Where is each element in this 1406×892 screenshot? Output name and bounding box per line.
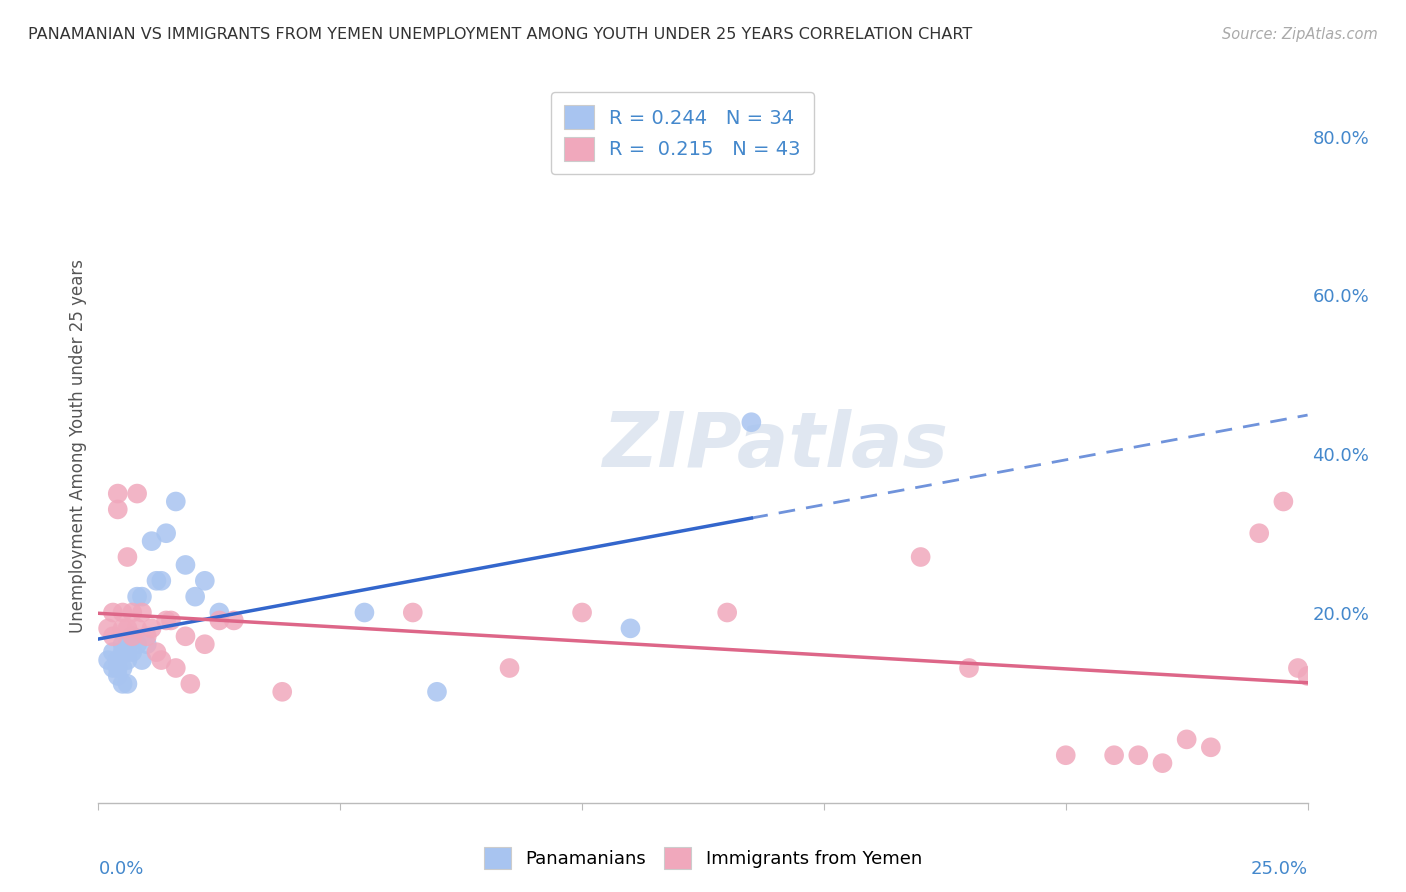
Point [353, 606, 375, 620]
Point [117, 549, 139, 564]
Point [155, 526, 177, 541]
Point [117, 677, 139, 691]
Point [150, 574, 173, 588]
Legend: Panamanians, Immigrants from Yemen: Panamanians, Immigrants from Yemen [475, 838, 931, 879]
Point [111, 677, 134, 691]
Point [101, 629, 124, 643]
Point [141, 534, 163, 549]
Point [135, 637, 157, 651]
Point [1102, 748, 1125, 763]
Point [107, 486, 129, 500]
Point [208, 606, 231, 620]
Point [957, 661, 980, 675]
Point [402, 606, 425, 620]
Point [160, 614, 183, 628]
Point [716, 606, 738, 620]
Text: PANAMANIAN VS IMMIGRANTS FROM YEMEN UNEMPLOYMENT AMONG YOUTH UNDER 25 YEARS CORR: PANAMANIAN VS IMMIGRANTS FROM YEMEN UNEM… [28, 27, 973, 42]
Point [910, 549, 932, 564]
Point [141, 621, 163, 635]
Point [222, 614, 245, 628]
Point [131, 653, 153, 667]
Point [111, 606, 134, 620]
Point [619, 621, 641, 635]
Point [111, 661, 134, 675]
Text: 25.0%: 25.0% [1250, 860, 1308, 878]
Point [117, 637, 139, 651]
Point [1199, 740, 1222, 755]
Y-axis label: Unemployment Among Youth under 25 years: Unemployment Among Youth under 25 years [69, 259, 87, 633]
Point [571, 606, 593, 620]
Point [107, 502, 129, 516]
Point [97, 653, 120, 667]
Point [194, 637, 217, 651]
Point [117, 653, 139, 667]
Point [121, 629, 143, 643]
Point [194, 574, 217, 588]
Point [150, 653, 173, 667]
Point [121, 606, 143, 620]
Point [498, 661, 520, 675]
Point [1272, 494, 1295, 508]
Point [101, 606, 124, 620]
Point [127, 637, 149, 651]
Point [184, 590, 207, 604]
Point [127, 486, 149, 500]
Point [208, 614, 231, 628]
Point [1175, 732, 1198, 747]
Point [111, 621, 134, 635]
Point [131, 606, 153, 620]
Point [145, 574, 167, 588]
Point [117, 621, 139, 635]
Point [111, 637, 134, 651]
Point [1296, 669, 1319, 683]
Point [135, 629, 157, 643]
Point [1054, 748, 1077, 763]
Point [121, 645, 143, 659]
Point [179, 677, 201, 691]
Text: ZIPatlas: ZIPatlas [603, 409, 949, 483]
Point [97, 621, 120, 635]
Point [107, 661, 129, 675]
Point [165, 494, 187, 508]
Point [165, 661, 187, 675]
Point [101, 645, 124, 659]
Point [121, 629, 143, 643]
Point [127, 621, 149, 635]
Point [145, 645, 167, 659]
Point [107, 669, 129, 683]
Point [271, 685, 294, 699]
Point [111, 645, 134, 659]
Point [107, 653, 129, 667]
Point [1152, 756, 1174, 771]
Point [1249, 526, 1271, 541]
Point [1286, 661, 1309, 675]
Point [117, 645, 139, 659]
Point [1128, 748, 1150, 763]
Text: Source: ZipAtlas.com: Source: ZipAtlas.com [1222, 27, 1378, 42]
Point [131, 590, 153, 604]
Point [174, 629, 197, 643]
Point [740, 415, 762, 429]
Text: 0.0%: 0.0% [98, 860, 143, 878]
Legend: R = 0.244   N = 34, R =  0.215   N = 43: R = 0.244 N = 34, R = 0.215 N = 43 [551, 92, 814, 174]
Point [127, 590, 149, 604]
Point [426, 685, 449, 699]
Point [101, 661, 124, 675]
Point [155, 614, 177, 628]
Point [174, 558, 197, 572]
